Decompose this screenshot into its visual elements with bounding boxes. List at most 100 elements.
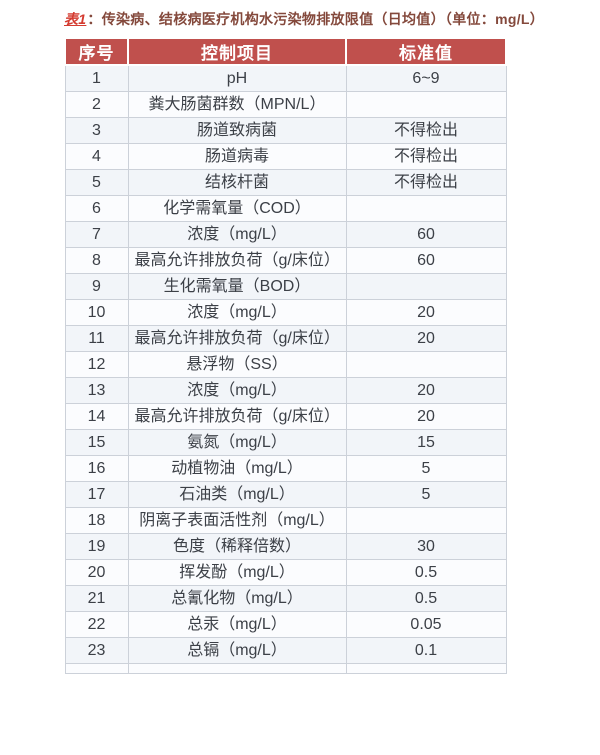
control-item-cell: 总镉（mg/L） xyxy=(127,637,347,664)
standard-value-cell: 0.5 xyxy=(345,585,507,612)
standard-value-cell: 30 xyxy=(345,533,507,560)
control-item-cell: 最高允许排放负荷（g/床位） xyxy=(127,247,347,274)
row-number-cell: 14 xyxy=(64,403,129,430)
control-item-cell: 石油类（mg/L） xyxy=(127,481,347,508)
control-item-cell: 悬浮物（SS） xyxy=(127,351,347,378)
standard-value-cell: 0.05 xyxy=(345,611,507,638)
row-number-cell: 7 xyxy=(64,221,129,248)
header-cell-control-item: 控制项目 xyxy=(127,37,347,66)
table-row: 11 最高允许排放负荷（g/床位） 20 xyxy=(64,325,507,352)
table-row: 9 生化需氧量（BOD） xyxy=(64,273,507,300)
standard-value-cell: 不得检出 xyxy=(345,143,507,170)
standard-value-cell: 20 xyxy=(345,299,507,326)
table-row: 18 阴离子表面活性剂（mg/L） xyxy=(64,507,507,534)
control-item-cell: 氨氮（mg/L） xyxy=(127,429,347,456)
row-number-cell: 9 xyxy=(64,273,129,300)
table-row: 15 氨氮（mg/L） 15 xyxy=(64,429,507,456)
row-number-cell: 10 xyxy=(64,299,129,326)
standard-value-cell xyxy=(345,351,507,378)
control-item-cell: 总氰化物（mg/L） xyxy=(127,585,347,612)
row-number-cell: 6 xyxy=(64,195,129,222)
row-number-cell: 11 xyxy=(64,325,129,352)
control-item-cell: 结核杆菌 xyxy=(127,169,347,196)
table-caption-text: ：传染病、结核病医疗机构水污染物排放限值（日均值）（单位：mg/L） xyxy=(87,11,545,27)
row-number-cell: 16 xyxy=(64,455,129,482)
table-row-partial xyxy=(64,663,507,674)
table-body: 1 pH 6~9 2 粪大肠菌群数（MPN/L） 3 肠道致病菌 不得检出 4 肠道病毒 不得检出 5… xyxy=(64,64,507,674)
control-item-cell: 总汞（mg/L） xyxy=(127,611,347,638)
table-row: 4 肠道病毒 不得检出 xyxy=(64,143,507,170)
table-row: 17 石油类（mg/L） 5 xyxy=(64,481,507,508)
row-number-cell: 2 xyxy=(64,91,129,118)
standard-value-cell xyxy=(345,91,507,118)
empty-cell xyxy=(64,663,129,674)
table-row: 16 动植物油（mg/L） 5 xyxy=(64,455,507,482)
control-item-cell: 化学需氧量（COD） xyxy=(127,195,347,222)
row-number-cell: 4 xyxy=(64,143,129,170)
table-row: 20 挥发酚（mg/L） 0.5 xyxy=(64,559,507,586)
standard-value-cell: 0.5 xyxy=(345,559,507,586)
control-item-cell: 色度（稀释倍数） xyxy=(127,533,347,560)
control-item-cell: 挥发酚（mg/L） xyxy=(127,559,347,586)
control-item-cell: 肠道病毒 xyxy=(127,143,347,170)
control-item-cell: 最高允许排放负荷（g/床位） xyxy=(127,325,347,352)
table-caption: 表1：传染病、结核病医疗机构水污染物排放限值（日均值）（单位：mg/L） xyxy=(64,9,600,29)
table-row: 5 结核杆菌 不得检出 xyxy=(64,169,507,196)
row-number-cell: 21 xyxy=(64,585,129,612)
standard-value-cell: 60 xyxy=(345,247,507,274)
table-caption-label: 表1 xyxy=(64,11,87,27)
empty-cell xyxy=(127,663,347,674)
table-row: 13 浓度（mg/L） 20 xyxy=(64,377,507,404)
standard-value-cell: 20 xyxy=(345,403,507,430)
table-row: 6 化学需氧量（COD） xyxy=(64,195,507,222)
standard-value-cell: 5 xyxy=(345,455,507,482)
table-row: 21 总氰化物（mg/L） 0.5 xyxy=(64,585,507,612)
header-cell-serial-number: 序号 xyxy=(64,37,129,66)
row-number-cell: 20 xyxy=(64,559,129,586)
standard-value-cell: 0.1 xyxy=(345,637,507,664)
table-row: 19 色度（稀释倍数） 30 xyxy=(64,533,507,560)
row-number-cell: 3 xyxy=(64,117,129,144)
standard-value-cell: 不得检出 xyxy=(345,117,507,144)
control-item-cell: 浓度（mg/L） xyxy=(127,377,347,404)
table-header-row: 序号 控制项目 标准值 xyxy=(64,37,507,66)
row-number-cell: 12 xyxy=(64,351,129,378)
table-row: 7 浓度（mg/L） 60 xyxy=(64,221,507,248)
table-row: 23 总镉（mg/L） 0.1 xyxy=(64,637,507,664)
standard-value-cell: 5 xyxy=(345,481,507,508)
table-row: 2 粪大肠菌群数（MPN/L） xyxy=(64,91,507,118)
row-number-cell: 8 xyxy=(64,247,129,274)
table-row: 12 悬浮物（SS） xyxy=(64,351,507,378)
control-item-cell: 最高允许排放负荷（g/床位） xyxy=(127,403,347,430)
table-row: 10 浓度（mg/L） 20 xyxy=(64,299,507,326)
page: 表1：传染病、结核病医疗机构水污染物排放限值（日均值）（单位：mg/L） 序号 … xyxy=(64,9,600,674)
table-row: 3 肠道致病菌 不得检出 xyxy=(64,117,507,144)
control-item-cell: pH xyxy=(127,64,347,92)
table-row: 1 pH 6~9 xyxy=(64,64,507,92)
row-number-cell: 5 xyxy=(64,169,129,196)
control-item-cell: 动植物油（mg/L） xyxy=(127,455,347,482)
standard-value-cell xyxy=(345,273,507,300)
standard-value-cell: 6~9 xyxy=(345,64,507,92)
row-number-cell: 13 xyxy=(64,377,129,404)
control-item-cell: 生化需氧量（BOD） xyxy=(127,273,347,300)
control-item-cell: 粪大肠菌群数（MPN/L） xyxy=(127,91,347,118)
table-row: 14 最高允许排放负荷（g/床位） 20 xyxy=(64,403,507,430)
control-item-cell: 肠道致病菌 xyxy=(127,117,347,144)
control-item-cell: 阴离子表面活性剂（mg/L） xyxy=(127,507,347,534)
standard-value-cell xyxy=(345,507,507,534)
table-header: 序号 控制项目 标准值 xyxy=(64,37,507,66)
row-number-cell: 1 xyxy=(64,64,129,92)
table-row: 8 最高允许排放负荷（g/床位） 60 xyxy=(64,247,507,274)
row-number-cell: 18 xyxy=(64,507,129,534)
header-cell-standard-value: 标准值 xyxy=(345,37,507,66)
row-number-cell: 22 xyxy=(64,611,129,638)
standard-value-cell: 20 xyxy=(345,325,507,352)
empty-cell xyxy=(345,663,507,674)
control-item-cell: 浓度（mg/L） xyxy=(127,221,347,248)
row-number-cell: 23 xyxy=(64,637,129,664)
emission-limits-table: 序号 控制项目 标准值 1 pH 6~9 2 粪大肠菌群数（MPN/L） 3 肠道致病菌 不得… xyxy=(64,37,507,674)
table-row: 22 总汞（mg/L） 0.05 xyxy=(64,611,507,638)
standard-value-cell xyxy=(345,195,507,222)
standard-value-cell: 15 xyxy=(345,429,507,456)
